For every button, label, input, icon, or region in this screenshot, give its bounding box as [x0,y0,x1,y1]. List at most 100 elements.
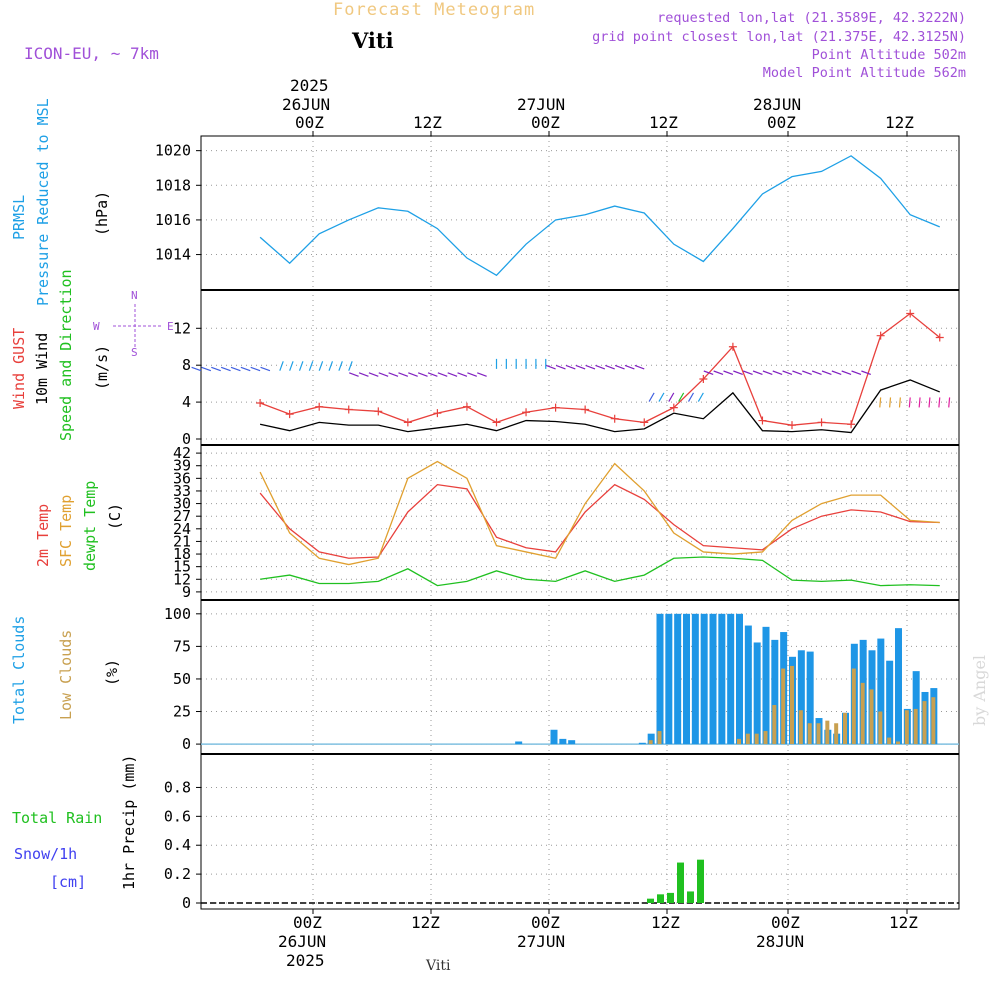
total-cloud-bar-35 [912,671,920,745]
wind-arrow-510 [752,370,763,375]
wind-gust-marker-7 [462,402,471,411]
ytick-label-temp-4: 21 [173,532,191,550]
compass-south: S [131,346,138,359]
wind-gust-marker-2 [315,402,324,411]
total-cloud-bar-18 [762,626,770,745]
ytick-label-clouds-0: 0 [182,735,191,753]
ytick-label-precip-0: 0 [182,894,191,912]
rain-bar-5 [697,859,704,903]
wind-arrow-630 [879,397,882,408]
low-cloud-bar-22 [913,708,918,745]
bottom-date-28jun: 28JUN [756,932,805,951]
low-cloud-bar-14 [843,712,847,745]
wind-arrow-700 [948,397,951,408]
wind-arrow-690 [938,397,941,408]
wind-arrow-120 [368,372,379,377]
total-cloud-bar-32 [886,660,894,745]
compass-east: E [167,320,174,333]
ytick-label-wind-0: 0 [182,430,191,448]
wind-arrow-350 [595,364,606,370]
bottom-tick-12z-26: 12Z [411,913,440,932]
wind-gust-marker-21 [876,331,885,340]
ytick-label-wind-1: 4 [182,393,191,411]
precip-label-snow-unit: [cm] [50,873,87,891]
rain-bar-3 [677,862,684,903]
total-cloud-bar-2 [559,738,567,745]
total-cloud-bar-5 [647,733,655,745]
total-cloud-bar-6 [656,613,664,745]
wind-arrow-420 [668,392,675,402]
wind-arrow-140 [388,372,399,377]
wind-gust-marker-3 [344,405,353,414]
wind-arrow-310 [555,364,566,370]
wind-gust-marker-0 [256,399,265,408]
ytick-label-clouds-1: 25 [173,703,191,721]
top-tick-12z-27: 12Z [649,113,678,132]
wind-arrow-540 [782,370,793,375]
wind-arrow-440 [687,392,695,402]
model-name: ICON-EU, ~ 7km [24,44,159,63]
wind-10m-line [259,379,940,434]
wind-arrow-580 [821,370,832,375]
requested-coordinates: requested lon,lat (21.3589E, 42.3222N) [657,10,966,26]
low-cloud-bar-9 [798,710,803,745]
wind-arrow-190 [437,372,448,377]
low-cloud-bar-23 [922,701,927,745]
top-tick-12z-26: 12Z [413,113,442,132]
wind-arrow-10 [260,366,271,372]
temp-sfc-line [259,460,940,566]
temp-2m-line [259,483,940,559]
total-cloud-bar-23 [806,651,814,745]
wind-arrow-500 [742,370,753,375]
ytick-label-pressure-0: 1014 [155,246,191,264]
precip-label-snow: Snow/1h [14,845,78,863]
wind-gust-marker-20 [847,420,856,429]
ytick-label-wind-3: 12 [173,319,191,337]
wind-gust-marker-9 [522,408,531,417]
wind-arrow-550 [792,370,803,375]
total-cloud-bar-19 [771,639,779,745]
wind-arrow-40 [298,361,304,371]
total-cloud-bar-8 [674,613,682,745]
ytick-label-wind-2: 8 [182,356,191,374]
low-cloud-bar-8 [790,665,794,745]
wind-arrow--50 [201,366,212,372]
wind-arrow-220 [467,372,478,377]
wind-gust-marker-15 [699,375,708,384]
rain-bar-1 [657,894,664,903]
bottom-tick-12z-28: 12Z [889,913,918,932]
low-cloud-bar-11 [816,723,821,745]
wind-arrow-110 [358,372,369,377]
wind-arrow-370 [614,364,625,370]
wind-arrow-130 [378,372,389,377]
wind-arrow-570 [811,370,822,375]
low-cloud-bar-21 [904,710,909,745]
model-point-altitude: Model Point Altitude 562m [762,65,966,81]
low-cloud-bar-20 [896,741,900,745]
total-cloud-bar-17 [753,642,761,745]
total-cloud-bar-0 [515,741,523,745]
bottom-tick-00z-27: 00Z [531,913,560,932]
top-date-26jun: 26JUN [282,95,331,114]
wind-arrow--30 [220,366,231,372]
ytick-label-precip-4: 0.8 [164,778,191,796]
low-cloud-bar-1 [657,731,662,745]
bottom-date-27jun: 27JUN [517,932,566,951]
wind-arrow-480 [723,370,734,375]
total-cloud-bar-1 [550,729,558,745]
low-cloud-bar-0 [648,740,653,745]
wind-arrow-320 [565,364,576,370]
low-cloud-bar-7 [781,668,786,745]
ytick-label-temp-0: 9 [182,583,191,601]
wind-arrow-520 [762,370,773,375]
place-name: Viti [352,28,394,53]
low-cloud-bar-12 [825,720,830,745]
top-date-27jun: 27JUN [517,95,566,114]
top-date-28jun: 28JUN [753,95,802,114]
total-cloud-bar-16 [744,625,752,745]
wind-gust-marker-16 [728,342,737,351]
ytick-label-temp-5: 24 [173,520,191,538]
total-cloud-bar-4 [638,742,646,745]
low-cloud-bar-24 [931,697,936,745]
